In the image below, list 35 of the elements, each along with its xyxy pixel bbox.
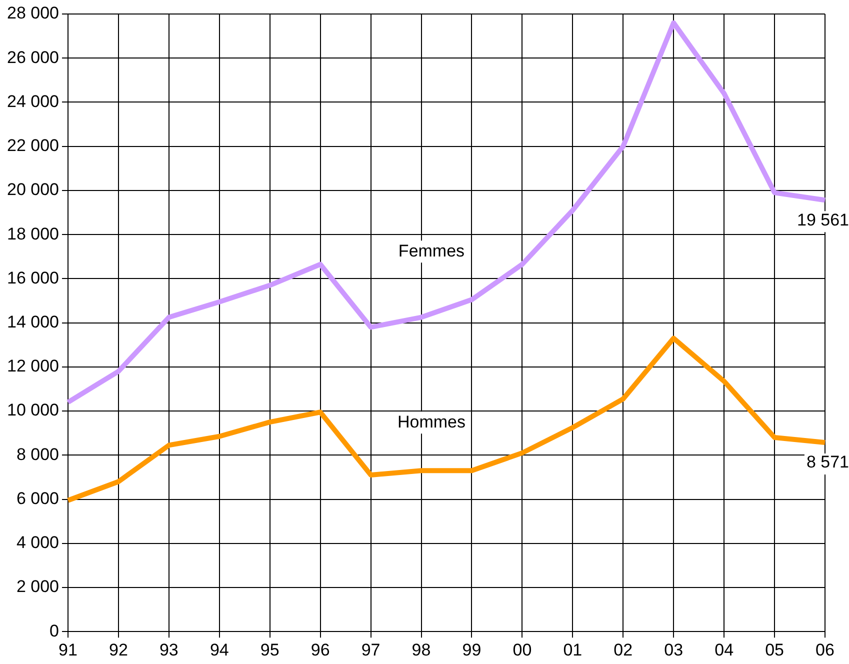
y-tick-label: 22 000: [6, 136, 59, 156]
x-tick-label: 98: [412, 640, 431, 660]
x-tick-label: 05: [765, 640, 784, 660]
x-tick-label: 94: [210, 640, 229, 660]
y-tick-label: 18 000: [6, 224, 59, 244]
y-tick-label: 26 000: [6, 48, 59, 67]
data-label: 8 571: [806, 452, 849, 472]
x-tick-label: 92: [109, 640, 128, 660]
y-tick-label: 4 000: [16, 533, 59, 552]
text: Hommes: [397, 412, 466, 432]
x-tick-label: 95: [260, 640, 280, 660]
y-tick-label: 12 000: [6, 356, 59, 376]
data-label: 19 561: [797, 210, 849, 230]
y-tick-label: 28 000: [6, 4, 59, 23]
x-tick-label: 03: [664, 640, 684, 660]
y-tick-label: 8 000: [16, 444, 59, 464]
x-tick-label: 96: [310, 640, 330, 660]
y-tick-label: 0: [50, 621, 59, 640]
x-tick-label: 04: [714, 640, 734, 660]
x-tick-label: 06: [816, 640, 834, 660]
y-tick-label: 2 000: [16, 577, 59, 596]
y-tick-label: 10 000: [6, 400, 59, 420]
text: Femmes: [398, 241, 465, 260]
x-tick-label: 00: [512, 640, 532, 660]
y-tick-label: 14 000: [6, 312, 59, 332]
x-tick-label: 97: [361, 640, 380, 660]
x-tick-label: 93: [159, 640, 178, 660]
x-tick-label: 01: [563, 640, 582, 660]
y-tick-label: 16 000: [6, 268, 59, 288]
y-tick-label: 6 000: [16, 488, 59, 508]
x-tick-label: 91: [58, 640, 78, 660]
y-tick-label: 24 000: [6, 92, 59, 111]
x-tick-label: 99: [462, 640, 482, 660]
y-tick-label: 20 000: [6, 180, 59, 200]
x-tick-label: 02: [614, 640, 633, 660]
